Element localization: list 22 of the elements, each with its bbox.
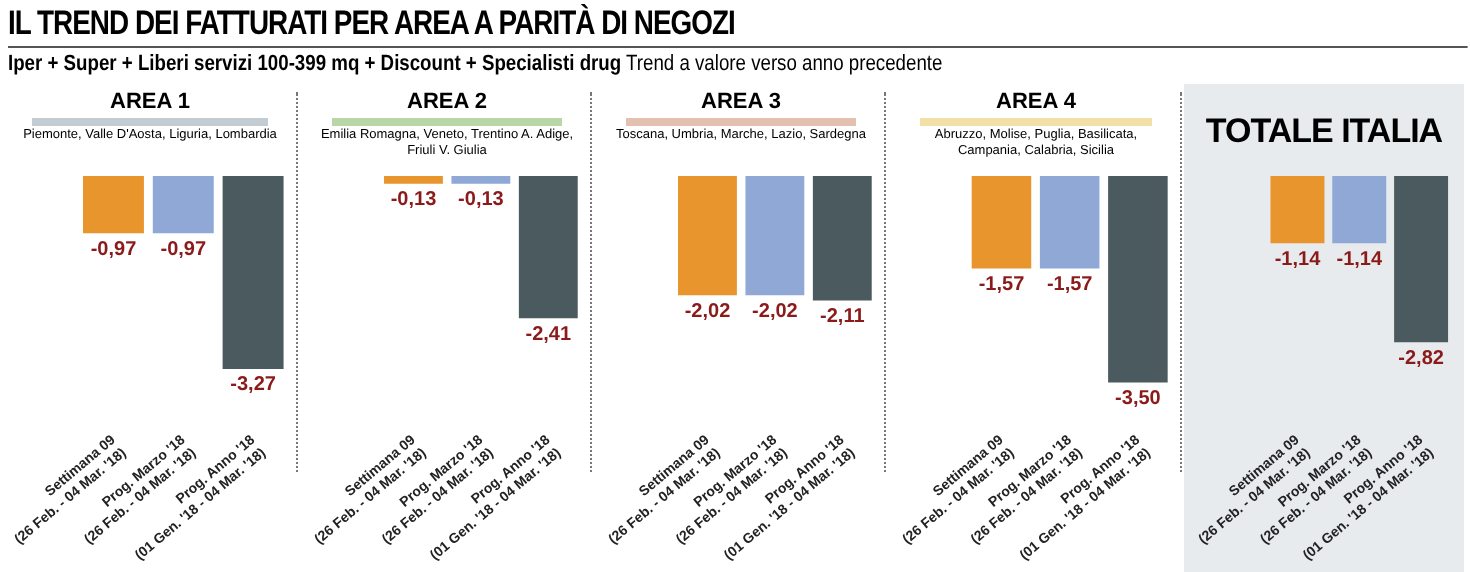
data-label: -2,02 bbox=[684, 300, 732, 323]
data-label: -3,27 bbox=[230, 374, 277, 397]
text: IL TREND DEI FATTURATI PER AREA A PARITÀ DI NEGOZI bbox=[8, 0, 1468, 48]
data-label: -2,02 bbox=[752, 300, 799, 323]
data-label: -2,82 bbox=[1398, 347, 1445, 370]
chart-title: AREA 2 bbox=[405, 90, 489, 114]
data-label: -1,57 bbox=[1046, 274, 1094, 297]
data-label: -3,50 bbox=[1115, 387, 1162, 410]
data-label: -0,97 bbox=[90, 238, 138, 261]
chart-title: AREA 3 bbox=[699, 90, 783, 114]
data-label: -0,97 bbox=[160, 238, 207, 261]
data-label: -1,57 bbox=[978, 274, 1026, 297]
data-label: -1,14 bbox=[1336, 248, 1383, 271]
data-label: -0,13 bbox=[458, 189, 505, 212]
data-label: -1,14 bbox=[1274, 248, 1322, 271]
chart-title: AREA 4 bbox=[994, 90, 1078, 114]
data-label: -2,41 bbox=[525, 323, 572, 346]
text: Iper + Super + Liberi servizi 100-399 mq + Discount + Specialisti drug Trend a valore verso anno precedente bbox=[8, 52, 945, 76]
chart-title: TOTALE ITALIA bbox=[1203, 112, 1445, 152]
data-label: -2,11 bbox=[820, 305, 866, 328]
data-label: -0,13 bbox=[390, 189, 438, 212]
chart-title: AREA 1 bbox=[108, 90, 192, 114]
